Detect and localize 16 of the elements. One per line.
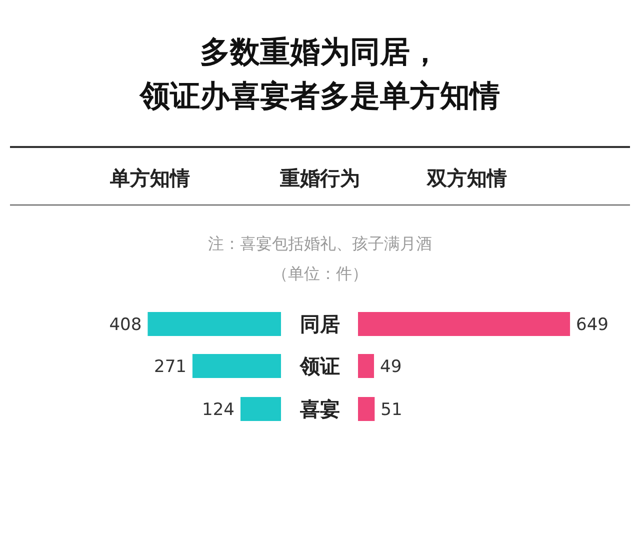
text: 单方知情 — [109, 166, 190, 190]
text: （单位：件） — [272, 264, 368, 283]
category-label: 喜宴 — [300, 397, 340, 421]
data-label: 271 — [154, 357, 186, 377]
data-label: 124 — [202, 400, 234, 420]
data-label: 49 — [380, 357, 402, 377]
data-label: 408 — [109, 315, 142, 335]
chart-title: 多数重婚为同居， — [200, 35, 440, 70]
text: 双方知情 — [426, 166, 507, 190]
category-label: 领证 — [300, 354, 340, 378]
data-label: 649 — [576, 315, 608, 335]
data-label: 51 — [380, 400, 402, 420]
category-label: 同居 — [300, 312, 340, 336]
text: 注：喜宴包括婚礼、孩子满月酒 — [208, 234, 432, 253]
chart-subtitle: 领证办喜宴者多是单方知情 — [139, 79, 500, 114]
y-axis-title: 重婚行为 — [279, 166, 360, 190]
